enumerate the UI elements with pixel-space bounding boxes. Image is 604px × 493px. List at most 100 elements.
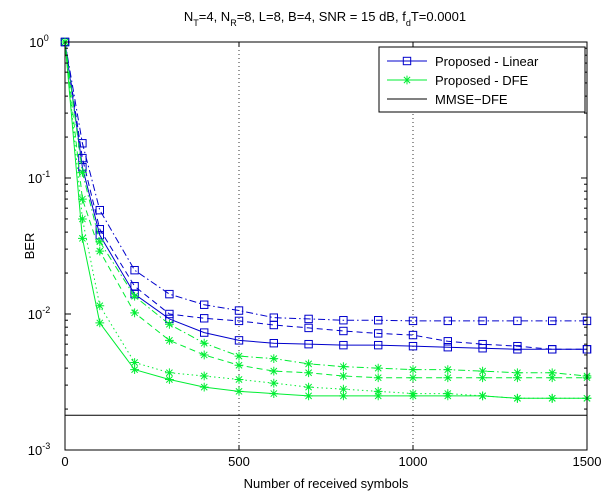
data-point xyxy=(443,365,453,375)
data-point xyxy=(130,291,139,301)
legend-label: Proposed - Linear xyxy=(435,54,539,69)
series-line-2 xyxy=(64,41,587,322)
data-point xyxy=(269,378,279,388)
x-tick-label: 500 xyxy=(228,454,250,469)
data-point xyxy=(547,373,557,383)
data-point xyxy=(199,371,209,381)
data-point xyxy=(234,375,244,384)
data-point xyxy=(478,391,487,401)
y-tick-label: 10-1 xyxy=(28,169,50,186)
data-point xyxy=(304,339,313,349)
data-point xyxy=(408,373,418,383)
x-tick-label: 1000 xyxy=(399,454,428,469)
data-point xyxy=(443,373,453,383)
data-point xyxy=(513,373,522,383)
data-point xyxy=(165,375,174,384)
data-point xyxy=(374,340,383,350)
data-point xyxy=(95,205,104,215)
data-point xyxy=(200,314,209,323)
y-axis-label: BER xyxy=(22,233,37,260)
data-point xyxy=(443,316,453,326)
data-point xyxy=(199,338,209,348)
data-point xyxy=(165,368,174,378)
data-point xyxy=(304,359,313,369)
data-point xyxy=(269,366,279,376)
legend: Proposed - Linear Proposed - DFE MMSE−DFE xyxy=(378,46,586,113)
data-point xyxy=(130,358,139,367)
data-point xyxy=(78,233,87,243)
axes: 0 500 1000 1500 10-3 10-2 10-1 100 xyxy=(28,33,602,469)
data-point xyxy=(269,313,279,322)
data-point xyxy=(269,354,279,363)
data-point xyxy=(165,289,174,299)
data-point xyxy=(478,339,487,349)
legend-marker xyxy=(402,56,412,66)
data-point xyxy=(200,300,209,309)
data-point xyxy=(339,340,348,350)
data-point xyxy=(165,319,174,329)
data-point xyxy=(234,351,244,361)
data-point xyxy=(478,373,487,383)
series-line-1 xyxy=(64,41,587,350)
data-point xyxy=(304,314,313,324)
data-point xyxy=(443,343,453,352)
data-point xyxy=(408,330,418,340)
data-point xyxy=(130,265,139,275)
legend-label: Proposed - DFE xyxy=(435,73,529,88)
data-point xyxy=(513,393,522,403)
data-point xyxy=(199,382,209,392)
data-point xyxy=(95,237,105,247)
data-point xyxy=(95,225,104,234)
series-line-0 xyxy=(64,41,587,350)
data-point xyxy=(165,309,174,319)
y-tick-label: 100 xyxy=(29,33,48,50)
data-point xyxy=(548,316,557,326)
data-point xyxy=(269,389,279,398)
data-point xyxy=(339,316,348,325)
data-point xyxy=(234,386,244,396)
data-point xyxy=(408,341,418,351)
data-point xyxy=(234,306,244,315)
data-point xyxy=(339,371,348,381)
data-point xyxy=(408,365,418,375)
chart-title: NT=4, NR=8, L=8, B=4, SNR = 15 dB, fdT=0… xyxy=(184,9,466,28)
data-point xyxy=(374,329,383,338)
x-tick-label: 0 xyxy=(61,454,68,469)
y-tick-label: 10-2 xyxy=(28,305,50,322)
data-point xyxy=(95,318,105,328)
data-point xyxy=(339,391,348,401)
data-point xyxy=(513,316,522,326)
legend-label: MMSE−DFE xyxy=(435,92,508,107)
data-point xyxy=(408,389,418,398)
data-point xyxy=(339,384,348,394)
data-point xyxy=(547,393,557,403)
data-point xyxy=(78,194,87,204)
axis-frame xyxy=(64,41,588,451)
data-point xyxy=(408,316,418,326)
data-point xyxy=(548,345,557,354)
data-point xyxy=(199,350,209,360)
data-point xyxy=(547,368,557,378)
data-point xyxy=(95,246,105,256)
data-point xyxy=(234,336,244,345)
data-point xyxy=(373,363,383,373)
data-point xyxy=(443,389,453,398)
legend-marker xyxy=(402,75,412,85)
data-point xyxy=(304,323,313,333)
y-tick-label: 10-3 xyxy=(28,441,50,458)
data-point xyxy=(130,308,139,318)
data-point xyxy=(95,301,105,311)
data-point xyxy=(478,366,487,376)
data-point xyxy=(304,391,313,401)
data-point xyxy=(373,373,383,383)
data-point xyxy=(78,214,87,224)
x-tick-label: 1500 xyxy=(573,454,602,469)
series-layer xyxy=(60,37,592,416)
data-point xyxy=(339,362,348,372)
data-point xyxy=(165,335,174,345)
data-point xyxy=(513,368,522,378)
data-point xyxy=(269,338,279,348)
data-point xyxy=(304,382,313,392)
data-point xyxy=(130,282,139,291)
